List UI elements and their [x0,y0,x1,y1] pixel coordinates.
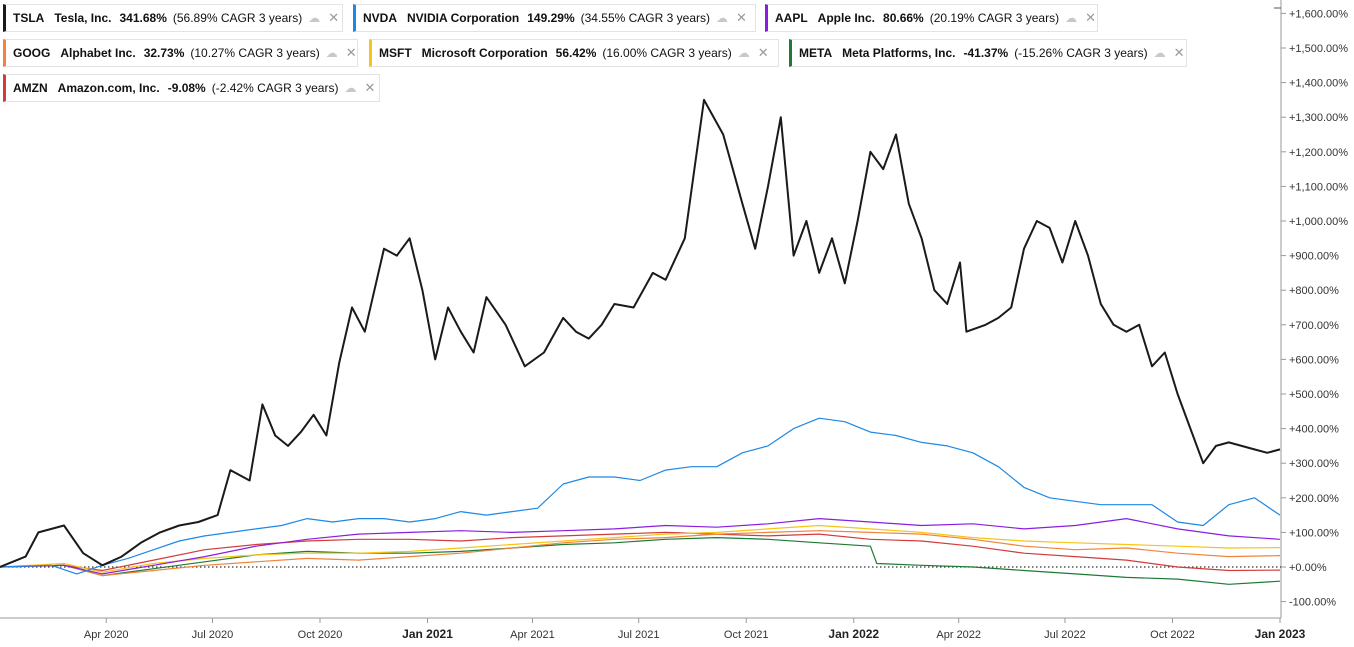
x-tick-label: Jan 2023 [1255,627,1306,641]
x-tick-label: Oct 2022 [1150,629,1195,641]
y-axis: +1,600.00% +1,500.00% +1,400.00% +1,300.00%… [0,0,1348,618]
legend-chip-meta[interactable]: META Meta Platforms, Inc. -41.37% (-15.26% … [789,39,1187,67]
hide-series-icon[interactable]: ☁ [737,46,750,60]
legend-return: 32.73% [143,46,185,60]
legend-return: 56.42% [555,46,597,60]
y-tick-label: +1,000.00% [1289,216,1348,228]
legend-ticker: GOOG [13,46,51,60]
legend-ticker: MSFT [379,46,412,60]
x-tick-label: Apr 2021 [510,629,555,641]
y-tick-label: +300.00% [1289,458,1339,470]
y-tick-label: +500.00% [1289,389,1339,401]
remove-series-icon[interactable]: ✕ [757,45,769,60]
x-tick-label: Jan 2022 [828,627,879,641]
legend-cagr: (56.89% CAGR 3 years) [172,11,303,25]
legend-return: 80.66% [883,11,924,25]
legend-chip-aapl[interactable]: AAPL Apple Inc. 80.66% (20.19% CAGR 3 years… [765,4,1098,32]
y-tick-label: +800.00% [1289,285,1339,297]
x-tick-label: Jul 2020 [192,629,234,641]
legend-return: -9.08% [167,81,206,95]
legend-chip-tsla[interactable]: TSLA Tesla, Inc. 341.68% (56.89% CAGR 3 yea… [3,4,343,32]
hide-series-icon[interactable]: ☁ [716,11,728,25]
legend-cagr: (34.55% CAGR 3 years) [580,11,710,25]
legend-cagr: (20.19% CAGR 3 years) [929,11,1060,25]
legend-ticker: NVDA [363,11,398,25]
x-tick-label: Oct 2020 [298,629,343,641]
legend-return: 149.29% [527,11,575,25]
series-line-amzn [0,531,1281,572]
legend-chip-nvda[interactable]: NVDA NVIDIA Corporation 149.29% (34.55% CAG… [353,4,756,32]
legend-return: 341.68% [119,11,167,25]
legend-return: -41.37% [963,46,1009,60]
legend-ticker: META [799,46,833,60]
y-tick-label: +700.00% [1289,320,1339,332]
legend-cagr: (-15.26% CAGR 3 years) [1014,46,1148,60]
remove-series-icon[interactable]: ✕ [364,80,376,95]
series-line-tsla [0,98,1281,568]
remove-series-icon[interactable]: ✕ [328,10,340,25]
remove-series-icon[interactable]: ✕ [736,10,747,25]
hide-series-icon[interactable]: ☁ [308,11,321,25]
series-lines [0,98,1281,585]
series-line-nvda [0,417,1281,575]
y-tick-label: +1,100.00% [1289,181,1348,193]
y-tick-label: +1,600.00% [1289,8,1348,20]
legend-cagr: (16.00% CAGR 3 years) [602,46,732,60]
remove-series-icon[interactable]: ✕ [1173,45,1185,60]
remove-series-icon[interactable]: ✕ [1085,10,1097,25]
y-tick-label: +0.00% [1289,562,1327,574]
legend-ticker: TSLA [13,11,45,25]
hide-series-icon[interactable]: ☁ [1065,11,1078,25]
x-tick-label: Oct 2021 [724,629,769,641]
legend-cagr: (10.27% CAGR 3 years) [190,46,320,60]
series-line-msft [0,524,1281,573]
y-tick-label: +1,300.00% [1289,112,1348,124]
y-tick-label: +1,400.00% [1289,78,1348,90]
y-tick-label: +100.00% [1289,527,1339,539]
legend-cagr: (-2.42% CAGR 3 years) [211,81,339,95]
x-tick-label: Jan 2021 [402,627,453,641]
y-tick-label: +1,200.00% [1289,147,1348,159]
legend-company-name: Microsoft Corporation [421,46,548,60]
y-tick-label: +600.00% [1289,354,1339,366]
hide-series-icon[interactable]: ☁ [344,81,357,95]
hide-series-icon[interactable]: ☁ [1153,46,1166,60]
legend-chip-msft[interactable]: MSFT Microsoft Corporation 56.42% (16.00% C… [369,39,779,67]
legend-chip-amzn[interactable]: AMZN Amazon.com, Inc. -9.08% (-2.42% CAGR 3… [3,74,380,102]
series-line-meta [0,537,1281,585]
legend-company-name: NVIDIA Corporation [407,11,520,25]
legend-company-name: Tesla, Inc. [54,11,112,25]
y-tick-label: -100.00% [1289,597,1336,609]
legend-company-name: Meta Platforms, Inc. [842,46,956,60]
legend-company-name: Amazon.com, Inc. [57,81,160,95]
legend-ticker: AAPL [775,11,808,25]
legend-company-name: Apple Inc. [817,11,876,25]
legend-company-name: Alphabet Inc. [60,46,136,60]
series-line-goog [0,530,1281,577]
x-tick-label: Apr 2022 [936,629,981,641]
y-tick-label: +200.00% [1289,493,1339,505]
y-tick-label: +1,500.00% [1289,43,1348,55]
y-tick-label: +400.00% [1289,424,1339,436]
legend-ticker: AMZN [13,81,48,95]
series-line-aapl [0,518,1281,575]
hide-series-icon[interactable]: ☁ [325,46,338,60]
y-tick-label: +900.00% [1289,251,1339,263]
x-tick-label: Jul 2021 [618,629,660,641]
x-axis: Apr 2020 Jul 2020 Oct 2020 Jan 2021 Apr 2021… [0,617,1306,641]
remove-series-icon[interactable]: ✕ [345,45,357,60]
x-tick-label: Jul 2022 [1044,629,1086,641]
x-tick-label: Apr 2020 [84,629,129,641]
legend-chip-goog[interactable]: GOOG Alphabet Inc. 32.73% (10.27% CAGR 3 ye… [3,39,358,67]
